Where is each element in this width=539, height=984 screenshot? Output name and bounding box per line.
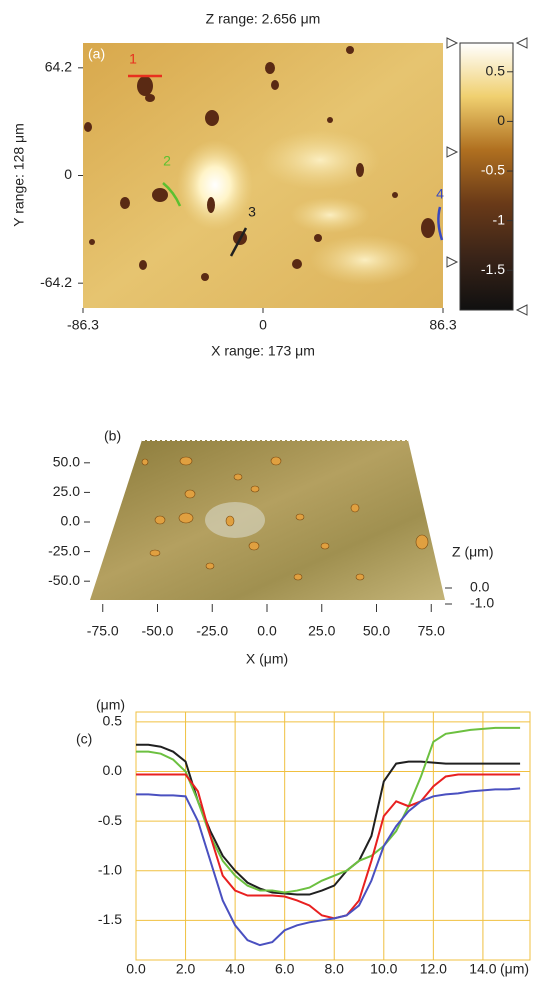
x-axis-label: (μm) [500,961,529,977]
y-tick-label: 50.0 [53,454,80,470]
colorbar-tick-label: -1 [493,211,506,227]
y-tick-label: 0.0 [103,762,123,778]
panel-a-image [83,38,527,315]
colorbar-tick-label: 0.5 [486,62,506,78]
x-tick-label: 2.0 [176,961,196,977]
x-tick-label: 25.0 [308,623,335,639]
x-tick-label: -25.0 [196,623,228,639]
profile-label: 3 [248,204,256,220]
panel-b-image [90,440,445,600]
y-tick-label: 0 [64,166,72,182]
x-tick-label: 0 [259,317,267,333]
y-tick-label: -1.0 [98,861,122,877]
y-tick-label: -1.5 [98,911,122,927]
panel-label: (a) [88,46,105,62]
plot-area [136,712,530,960]
x-tick-label: 10.0 [370,961,397,977]
y-tick-label: -64.2 [40,274,72,290]
y-tick-label: -50.0 [48,572,80,588]
x-tick-label: -86.3 [67,317,99,333]
profile-label: 2 [163,153,171,169]
bright-area [290,197,370,233]
bright-area [260,130,380,190]
line-series [136,788,520,945]
bright-area [310,235,420,285]
y-tick-label: -25.0 [48,542,80,558]
panel-label: (c) [76,731,92,747]
colorbar-tick-label: -0.5 [481,162,505,178]
y-tick-label: 0.5 [103,713,123,729]
x-tick-label: 6.0 [275,961,295,977]
bright-area [205,502,265,538]
x-tick-label: 86.3 [429,317,456,333]
x-tick-label: 4.0 [225,961,245,977]
y-axis-label: (μm) [96,697,125,713]
line-series [136,745,520,895]
panel-label: (b) [104,428,121,444]
x-tick-label: 0.0 [257,623,277,639]
x-tick-label: 14.0 [469,961,496,977]
x-axis-label: X range: 173 μm [211,343,315,359]
y-tick-label: 0.0 [61,513,81,529]
page: Z range: 2.656 μm (a) Y range: 128 μm X ran… [0,0,539,984]
colorbar-tick-label: 0 [497,112,505,128]
y-axis-label: Y range: 128 μm [11,123,27,227]
line-series [136,774,520,918]
y-tick-label: -0.5 [98,812,122,828]
profile-label: 1 [129,51,137,67]
profile-label: 4 [436,186,444,202]
x-axis-label: X (μm) [246,651,288,667]
y-tick-label: 64.2 [45,59,72,75]
x-tick-label: 75.0 [418,623,445,639]
x-tick-label: 50.0 [363,623,390,639]
x-tick-label: 12.0 [420,961,447,977]
x-tick-label: 8.0 [325,961,345,977]
colorbar-tick-label: -1.5 [481,261,505,277]
x-tick-label: -75.0 [87,623,119,639]
z-axis-label: Z (μm) [452,544,494,560]
z-tick-label: -1.0 [470,595,494,611]
x-tick-label: 0.0 [126,961,146,977]
figure: Z range: 2.656 μm (a) Y range: 128 μm X ran… [0,0,539,984]
y-tick-label: 25.0 [53,483,80,499]
x-tick-label: -50.0 [142,623,174,639]
z-tick-label: 0.0 [470,579,490,595]
chart-title: Z range: 2.656 μm [206,11,321,27]
bright-area [177,140,253,230]
